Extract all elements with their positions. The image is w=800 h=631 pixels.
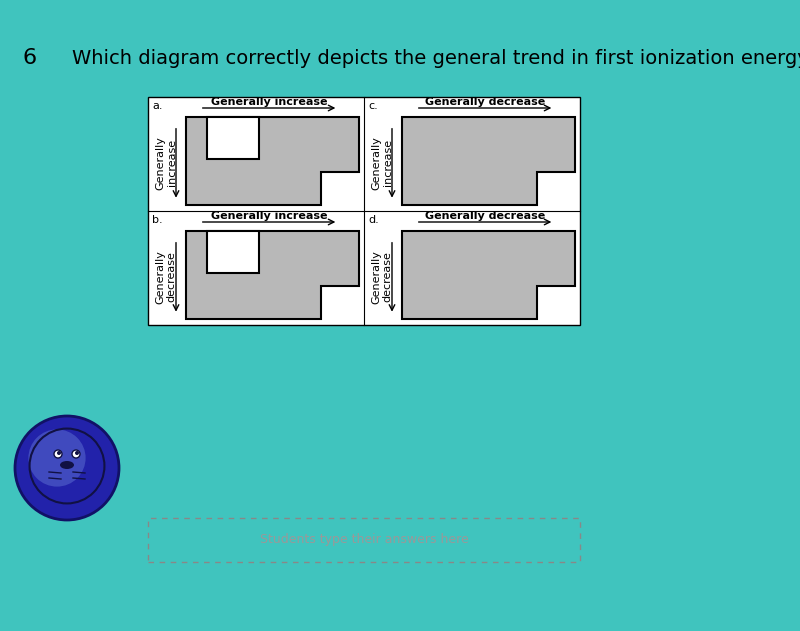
Circle shape — [15, 416, 119, 520]
Text: Generally
decrease: Generally decrease — [371, 250, 393, 304]
Text: Students type their answers here: Students type their answers here — [260, 533, 468, 546]
Text: d.: d. — [368, 215, 378, 225]
Circle shape — [72, 450, 80, 458]
Polygon shape — [206, 117, 258, 159]
Text: Generally decrease: Generally decrease — [425, 211, 545, 221]
Text: Generally
increase: Generally increase — [371, 136, 393, 190]
Text: a.: a. — [152, 101, 162, 111]
Text: Generally
decrease: Generally decrease — [155, 250, 177, 304]
Text: b.: b. — [152, 215, 162, 225]
Bar — [148, 518, 580, 562]
Text: 6: 6 — [22, 48, 36, 68]
Polygon shape — [186, 231, 359, 319]
Bar — [148, 97, 580, 325]
Circle shape — [75, 451, 79, 455]
Polygon shape — [402, 231, 575, 319]
Text: Generally increase: Generally increase — [210, 97, 327, 107]
Text: Which diagram correctly depicts the general trend in first ionization energy?: Which diagram correctly depicts the gene… — [72, 49, 800, 68]
Text: Generally
increase: Generally increase — [155, 136, 177, 190]
Circle shape — [57, 451, 61, 455]
Polygon shape — [206, 231, 258, 273]
Circle shape — [29, 430, 86, 487]
Text: Generally increase: Generally increase — [210, 211, 327, 221]
Polygon shape — [186, 117, 359, 205]
Ellipse shape — [60, 461, 74, 469]
Circle shape — [54, 450, 62, 458]
Text: Generally decrease: Generally decrease — [425, 97, 545, 107]
Text: c.: c. — [368, 101, 378, 111]
Polygon shape — [402, 117, 575, 205]
